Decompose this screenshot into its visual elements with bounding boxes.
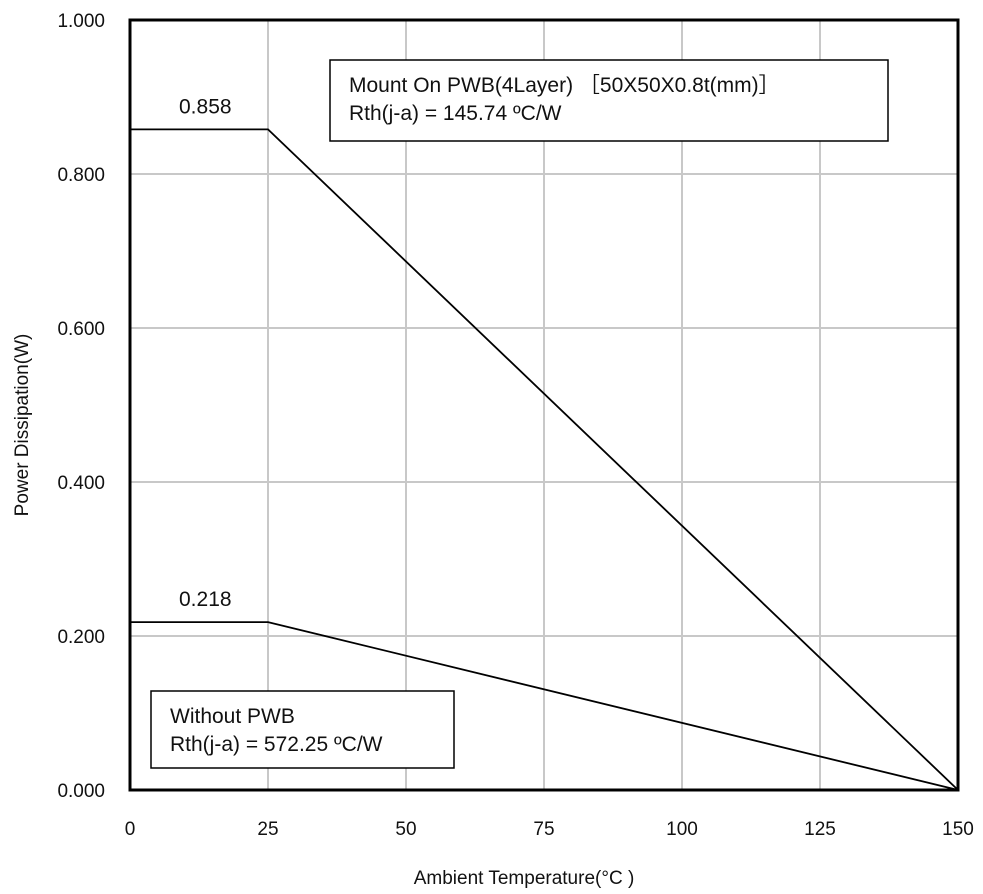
x-tick-label: 50: [395, 819, 416, 840]
series-line-2: [130, 621, 959, 791]
annotation-box-1: Mount On PWB(4Layer) ［50X50X0.8t(mm)］ Rth…: [329, 59, 889, 142]
x-tick-label: 75: [533, 819, 554, 840]
series-line-1: [130, 128, 959, 791]
annotation-boxes: Mount On PWB(4Layer) ［50X50X0.8t(mm)］ Rth…: [150, 59, 889, 769]
x-tick-label: 100: [666, 819, 698, 840]
annotation-box-2: Without PWB Rth(j-a) = 572.25 ºC/W: [150, 690, 455, 769]
annotation-border: [150, 690, 455, 769]
y-tick-label: 1.000: [57, 11, 105, 32]
y-tick-label: 0.600: [57, 319, 105, 340]
annotation-line: Rth(j-a) = 145.74 ºC/W: [349, 102, 562, 125]
x-tick-label: 0: [125, 819, 136, 840]
series-value-label-1: 0.858: [179, 95, 232, 118]
x-tick-labels: 0 25 50 75 100 125 150: [125, 819, 974, 840]
series-value-label-2: 0.218: [179, 588, 232, 611]
x-tick-label: 150: [942, 819, 974, 840]
series-lines: [130, 128, 959, 791]
x-tick-label: 25: [257, 819, 278, 840]
annotation-line: Mount On PWB(4Layer) ［50X50X0.8t(mm)］: [349, 74, 780, 97]
annotation-line: Rth(j-a) = 572.25 ºC/W: [170, 733, 383, 756]
y-tick-labels: 0.000 0.200 0.400 0.600 0.800 1.000: [57, 11, 105, 802]
plot-frame: [128, 18, 960, 792]
annotation-border: [329, 59, 889, 142]
annotation-line: Without PWB: [170, 705, 295, 728]
value-labels: 0.858 0.218: [179, 95, 232, 611]
x-tick-label: 125: [804, 819, 836, 840]
y-tick-label: 0.800: [57, 165, 105, 186]
y-axis-title: Power Dissipation(W): [12, 334, 33, 517]
y-tick-label: 0.000: [57, 781, 105, 802]
y-tick-label: 0.200: [57, 627, 105, 648]
x-axis-title: Ambient Temperature(°C ): [414, 868, 635, 889]
y-tick-label: 0.400: [57, 473, 105, 494]
